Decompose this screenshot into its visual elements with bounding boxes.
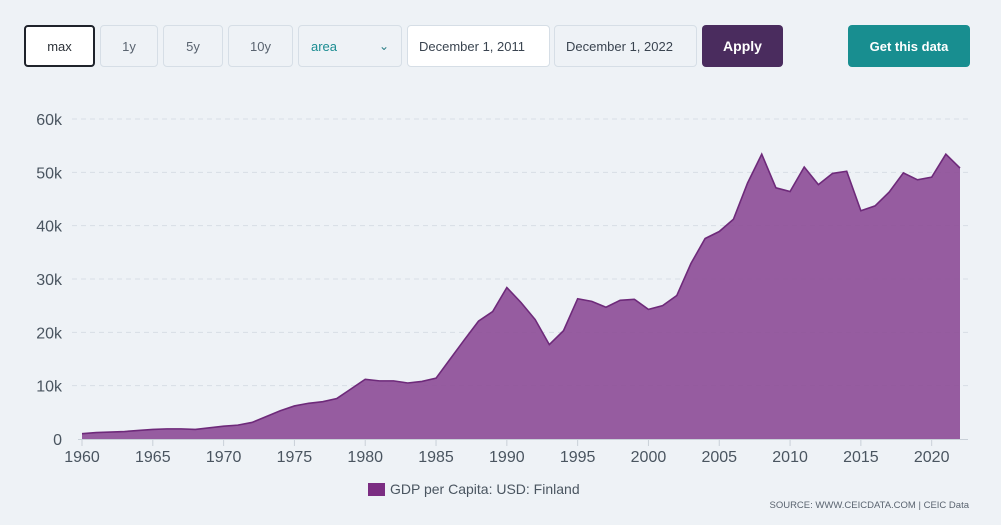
x-tick-label: 1970 <box>206 449 242 466</box>
chevron-down-icon: ⌄ <box>378 39 389 53</box>
range-1y-button[interactable]: 1y <box>100 25 158 67</box>
range-5y-button[interactable]: 5y <box>163 25 223 67</box>
series-line <box>81 152 961 435</box>
x-tick-label: 1995 <box>560 449 596 466</box>
y-tick-label: 50k <box>36 165 63 182</box>
y-tick-label: 10k <box>36 379 63 396</box>
x-tick-label: 2015 <box>843 449 879 466</box>
range-10y-button[interactable]: 10y <box>228 25 293 67</box>
series-area[interactable] <box>82 154 960 439</box>
date-to-input[interactable]: December 1, 2022 <box>554 25 697 67</box>
x-tick-label: 2005 <box>701 449 737 466</box>
x-tick-label: 2000 <box>631 449 667 466</box>
x-tick-label: 2010 <box>772 449 808 466</box>
source-credit: SOURCE: WWW.CEICDATA.COM | CEIC Data <box>769 500 969 511</box>
x-tick-label: 1980 <box>347 449 383 466</box>
y-tick-label: 30k <box>36 272 63 289</box>
y-tick-label: 40k <box>36 219 63 236</box>
toolbar: max 1y 5y 10y area ⌄ December 1, 2011 De… <box>24 25 970 67</box>
x-tick-label: 2020 <box>914 449 950 466</box>
chart-legend[interactable]: GDP per Capita: USD: Finland <box>368 481 580 497</box>
x-tick-label: 1960 <box>64 449 100 466</box>
get-data-button[interactable]: Get this data <box>848 25 970 67</box>
chart-type-value: area <box>311 38 338 54</box>
date-from-input[interactable]: December 1, 2011 <box>407 25 550 67</box>
legend-label: GDP per Capita: USD: Finland <box>390 481 580 497</box>
range-max-button[interactable]: max <box>24 25 95 67</box>
y-tick-label: 20k <box>36 325 63 342</box>
chart-type-select[interactable]: area ⌄ <box>298 25 402 67</box>
x-tick-label: 1965 <box>135 449 171 466</box>
x-tick-label: 1985 <box>418 449 454 466</box>
x-tick-label: 1990 <box>489 449 525 466</box>
apply-button[interactable]: Apply <box>702 25 783 67</box>
y-tick-label: 60k <box>36 112 63 129</box>
x-tick-label: 1975 <box>277 449 313 466</box>
y-tick-label: 0 <box>53 432 62 449</box>
legend-swatch <box>368 482 385 496</box>
